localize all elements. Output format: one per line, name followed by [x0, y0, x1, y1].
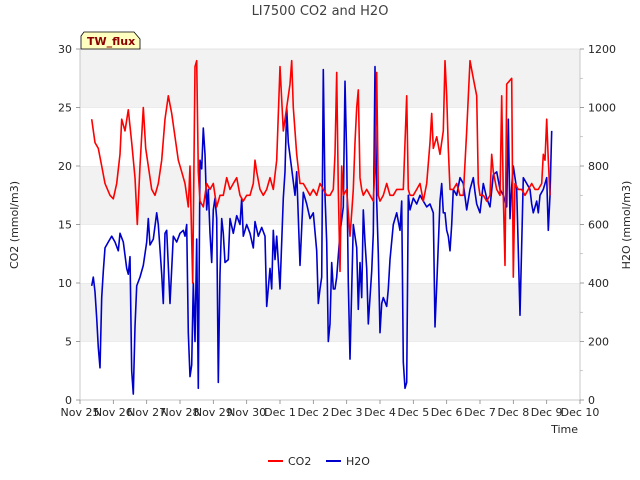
x-tick-label: Nov 25	[61, 406, 100, 419]
right-tick-label: 1200	[588, 43, 616, 56]
tw-flux-badge: TW_flux	[80, 31, 141, 50]
left-tick-label: 20	[58, 160, 72, 173]
right-tick-label: 800	[588, 160, 609, 173]
left-tick-label: 25	[58, 102, 72, 115]
x-tick-label: Nov 28	[161, 406, 200, 419]
grid-band	[80, 107, 580, 166]
x-tick-label: Dec 4	[364, 406, 396, 419]
x-tick-label: Dec 10	[561, 406, 600, 419]
series-line-h2o	[90, 65, 553, 395]
right-axis-title: H2O (mmol/m3)	[620, 181, 633, 270]
left-tick-label: 10	[58, 277, 72, 290]
x-tick-label: Dec 5	[397, 406, 429, 419]
x-tick-label: Dec 9	[531, 406, 563, 419]
right-tick-label: 400	[588, 277, 609, 290]
x-tick-label: Nov 29	[194, 406, 233, 419]
x-tick-label: Dec 2	[297, 406, 329, 419]
grid-band	[80, 341, 580, 400]
chart-title: LI7500 CO2 and H2O	[252, 4, 389, 19]
legend: CO2 H2O	[268, 455, 370, 468]
left-tick-label: 15	[58, 219, 72, 232]
x-tick-label: Dec 3	[331, 406, 363, 419]
x-tick-label: Nov 26	[94, 406, 133, 419]
legend-co2-label: CO2	[288, 455, 311, 468]
x-tick-label: Nov 27	[127, 406, 166, 419]
x-tick-label: Dec 1	[264, 406, 296, 419]
right-axis: 0 200 400 600 800 1000 1200	[580, 43, 616, 407]
grid-band	[80, 49, 580, 108]
badge-label: TW_flux	[87, 35, 135, 48]
left-tick-label: 5	[65, 336, 72, 349]
series-layer	[90, 59, 553, 395]
x-tick-label: Dec 6	[431, 406, 463, 419]
right-tick-label: 0	[588, 394, 595, 407]
left-axis: 0 5 10 15 20 25 30	[58, 43, 80, 407]
x-axis-title: Time	[550, 423, 578, 436]
right-tick-label: 1000	[588, 102, 616, 115]
x-tick-label: Dec 8	[497, 406, 529, 419]
series-line-co2	[90, 59, 551, 284]
left-tick-label: 0	[65, 394, 72, 407]
right-tick-label: 200	[588, 336, 609, 349]
left-tick-label: 30	[58, 43, 72, 56]
legend-h2o-label: H2O	[346, 455, 370, 468]
x-tick-label: Nov 30	[227, 406, 266, 419]
badge-background	[80, 31, 141, 50]
right-tick-label: 600	[588, 219, 609, 232]
left-axis-title: CO2 (mmol/m3)	[8, 181, 21, 269]
x-tick-label: Dec 7	[464, 406, 496, 419]
